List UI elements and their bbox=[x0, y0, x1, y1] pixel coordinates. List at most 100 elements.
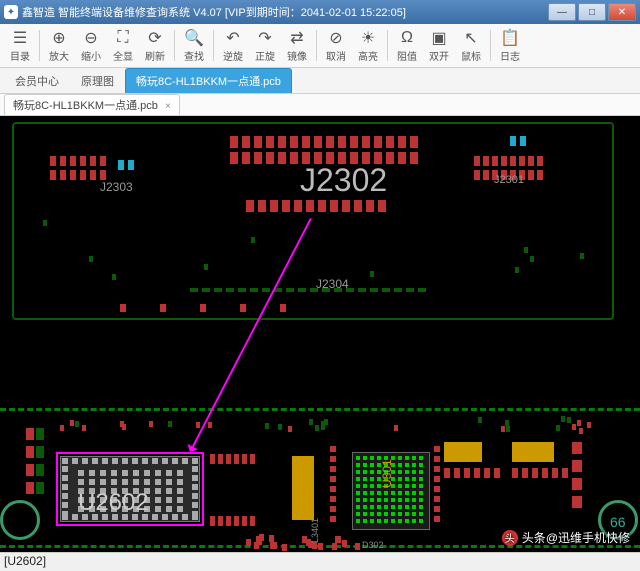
toolbar-separator bbox=[39, 30, 40, 61]
pcb-pad bbox=[90, 170, 96, 180]
pcb-pad bbox=[36, 428, 44, 440]
toolbar-阻值[interactable]: Ω阻值 bbox=[391, 26, 423, 65]
pcb-pad bbox=[483, 156, 489, 166]
pcb-pad bbox=[330, 496, 336, 502]
minimize-button[interactable]: — bbox=[548, 3, 576, 21]
pcb-pad bbox=[412, 477, 416, 481]
pcb-pad bbox=[318, 543, 323, 550]
pcb-pad bbox=[405, 491, 409, 495]
pcb-pad bbox=[572, 424, 576, 430]
pcb-pad bbox=[370, 463, 374, 467]
toolbar-icon: ↷ bbox=[258, 28, 271, 48]
toolbar-separator bbox=[174, 30, 175, 61]
pcb-pad bbox=[363, 470, 367, 474]
pcb-pad bbox=[412, 491, 416, 495]
pcb-pad bbox=[412, 456, 416, 460]
toolbar-放大[interactable]: ⊕放大 bbox=[43, 26, 75, 65]
pcb-pad bbox=[240, 304, 246, 312]
pcb-pad bbox=[537, 170, 543, 180]
tab-畅玩8C-HL1BKKM一点通.pcb[interactable]: 畅玩8C-HL1BKKM一点通.pcb bbox=[125, 68, 292, 93]
pcb-pad bbox=[204, 264, 208, 270]
pcb-pad bbox=[280, 304, 286, 312]
toolbar-查找[interactable]: 🔍查找 bbox=[178, 26, 210, 65]
toolbar-逆旋[interactable]: ↶逆旋 bbox=[217, 26, 249, 65]
toolbar-缩小[interactable]: ⊖缩小 bbox=[75, 26, 107, 65]
pcb-pad bbox=[80, 170, 86, 180]
toolbar-separator bbox=[387, 30, 388, 61]
toolbar-icon: 📋 bbox=[500, 28, 520, 48]
toolbar-icon: ⟳ bbox=[148, 28, 161, 48]
toolbar-高亮[interactable]: ☀高亮 bbox=[352, 26, 384, 65]
pcb-pad bbox=[306, 200, 314, 212]
pcb-pad bbox=[226, 288, 234, 292]
pcb-pad bbox=[512, 468, 518, 478]
pcb-pad bbox=[434, 496, 440, 502]
pcb-pad bbox=[542, 468, 548, 478]
close-button[interactable]: ✕ bbox=[608, 3, 636, 21]
toolbar-label: 目录 bbox=[10, 48, 30, 63]
pcb-pad bbox=[312, 542, 317, 549]
pcb-pad bbox=[510, 156, 516, 166]
toolbar-label: 取消 bbox=[326, 48, 346, 63]
pcb-pad bbox=[474, 156, 480, 166]
pcb-pad bbox=[561, 416, 565, 422]
pcb-pad bbox=[356, 456, 360, 460]
toolbar-刷新[interactable]: ⟳刷新 bbox=[139, 26, 171, 65]
toolbar-镜像[interactable]: ⇄镜像 bbox=[281, 26, 313, 65]
toolbar-取消[interactable]: ⊘取消 bbox=[320, 26, 352, 65]
pcb-pad bbox=[405, 477, 409, 481]
tab-会员中心[interactable]: 会员中心 bbox=[4, 68, 70, 93]
pcb-pad bbox=[356, 512, 360, 516]
pcb-pad bbox=[272, 542, 277, 549]
pcb-pad bbox=[36, 464, 44, 476]
pcb-pad bbox=[412, 484, 416, 488]
pcb-pad bbox=[384, 498, 388, 502]
pcb-pad bbox=[250, 516, 255, 526]
toolbar-目录[interactable]: ☰目录 bbox=[4, 26, 36, 65]
pcb-pad bbox=[265, 423, 269, 429]
watermark-text: @迅维手机快修 bbox=[546, 529, 630, 546]
pcb-pad bbox=[332, 543, 337, 550]
pcb-pad bbox=[286, 288, 294, 292]
pcb-pad bbox=[366, 200, 374, 212]
pcb-viewport[interactable]: J2302J2303J2301J2304U2602U301L301L402L20… bbox=[0, 116, 640, 552]
pcb-pad bbox=[50, 156, 56, 166]
pcb-pad bbox=[398, 498, 402, 502]
pcb-pad bbox=[257, 538, 262, 545]
pcb-pad bbox=[100, 170, 106, 180]
status-text: [U2602] bbox=[4, 554, 46, 568]
toolbar-双开[interactable]: ▣双开 bbox=[423, 26, 455, 65]
toolbar-label: 鼠标 bbox=[461, 48, 481, 63]
pcb-pad bbox=[434, 466, 440, 472]
pcb-pad bbox=[269, 535, 274, 542]
pcb-refdes: L402 bbox=[450, 452, 474, 464]
pcb-pad bbox=[370, 512, 374, 516]
pcb-pad bbox=[230, 152, 238, 164]
main-toolbar: ☰目录⊕放大⊖缩小⛶全显⟳刷新🔍查找↶逆旋↷正旋⇄镜像⊘取消☀高亮Ω阻值▣双开↖… bbox=[0, 24, 640, 68]
pcb-pad bbox=[350, 136, 358, 148]
pcb-pad bbox=[90, 156, 96, 166]
toolbar-icon: ↶ bbox=[226, 28, 239, 48]
pcb-pad bbox=[394, 425, 398, 431]
pcb-pad bbox=[282, 200, 290, 212]
toolbar-icon: ⊖ bbox=[84, 28, 97, 48]
toolbar-鼠标[interactable]: ↖鼠标 bbox=[455, 26, 487, 65]
toolbar-icon: ⛶ bbox=[117, 28, 128, 48]
pcb-pad bbox=[391, 512, 395, 516]
toolbar-separator bbox=[316, 30, 317, 61]
file-tab[interactable]: 畅玩8C-HL1BKKM一点通.pcb × bbox=[4, 94, 180, 115]
tab-原理图[interactable]: 原理图 bbox=[70, 68, 125, 93]
pcb-pad bbox=[370, 477, 374, 481]
file-tab-close[interactable]: × bbox=[165, 101, 171, 112]
pcb-pad bbox=[405, 470, 409, 474]
pcb-pad bbox=[200, 304, 206, 312]
toolbar-正旋[interactable]: ↷正旋 bbox=[249, 26, 281, 65]
pcb-pad bbox=[419, 512, 423, 516]
toolbar-日志[interactable]: 📋日志 bbox=[494, 26, 526, 65]
pcb-pad bbox=[384, 505, 388, 509]
maximize-button[interactable]: □ bbox=[578, 3, 606, 21]
pcb-pad bbox=[314, 136, 322, 148]
pcb-canvas[interactable]: J2302J2303J2301J2304U2602U301L301L402L20… bbox=[0, 116, 640, 552]
watermark-prefix: 头条 bbox=[522, 529, 546, 546]
toolbar-全显[interactable]: ⛶全显 bbox=[107, 26, 139, 65]
